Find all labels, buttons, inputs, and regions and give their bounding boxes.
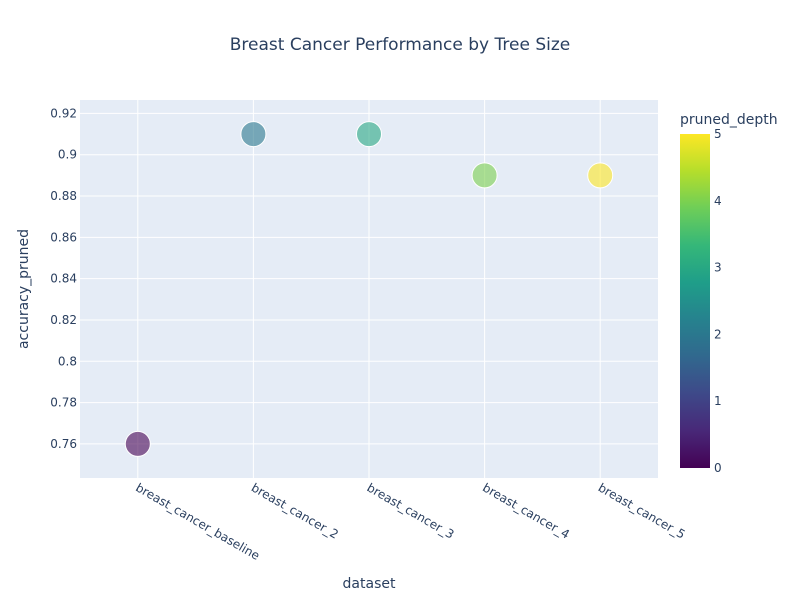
y-tick-label: 0.9 (58, 148, 77, 162)
chart-title: Breast Cancer Performance by Tree Size (230, 35, 570, 55)
x-tick-label: breast_cancer_5 (596, 480, 688, 541)
colorbar-tick-label: 4 (714, 194, 722, 208)
colorbar-tick-label: 1 (714, 394, 722, 408)
colorbar-tick-label: 2 (714, 327, 722, 341)
data-points[interactable] (124, 121, 614, 457)
y-tick-label: 0.78 (50, 396, 77, 410)
colorbar-tick-label: 0 (714, 461, 722, 475)
x-tick-label: breast_cancer_3 (365, 480, 457, 541)
colorbar-tick-labels: 0 1 2 3 4 5 (714, 127, 722, 475)
y-tick-labels: 0.76 0.78 0.8 0.82 0.84 0.86 0.88 0.9 0.92 (50, 106, 77, 450)
horizontal-gridlines (80, 112, 658, 445)
y-tick-label: 0.86 (50, 230, 77, 244)
data-point[interactable] (471, 162, 498, 189)
y-axis-label: accuracy_pruned (16, 229, 32, 349)
y-tick-label: 0.84 (50, 272, 77, 286)
data-point[interactable] (587, 162, 614, 189)
colorbar-tick-label: 5 (714, 127, 722, 141)
x-tick-label: breast_cancer_baseline (133, 480, 262, 562)
colorbar-tick-label: 3 (714, 261, 722, 275)
data-point[interactable] (240, 121, 267, 148)
data-point[interactable] (124, 430, 151, 457)
x-tick-label: breast_cancer_4 (480, 480, 572, 541)
data-point[interactable] (356, 121, 382, 148)
x-axis-label: dataset (343, 576, 396, 592)
y-tick-label: 0.8 (58, 354, 77, 368)
colorbar-title: pruned_depth (680, 112, 778, 128)
y-tick-label: 0.88 (50, 189, 77, 203)
y-tick-label: 0.92 (50, 106, 77, 120)
colorbar (680, 134, 710, 468)
x-tick-label: breast_cancer_2 (249, 480, 341, 541)
y-tick-label: 0.76 (50, 437, 77, 451)
y-tick-label: 0.82 (50, 313, 77, 327)
